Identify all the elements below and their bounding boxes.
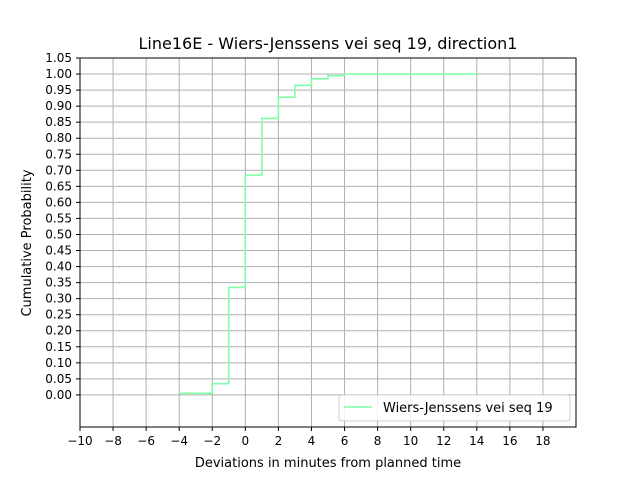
x-tick-label: 18	[535, 434, 550, 448]
chart-title: Line16E - Wiers-Jenssens vei seq 19, dir…	[139, 34, 518, 53]
y-tick-label: 0.90	[45, 99, 72, 113]
legend: Wiers-Jenssens vei seq 19	[338, 394, 571, 422]
y-tick-label: 0.65	[45, 179, 72, 193]
y-tick-label: 0.40	[45, 260, 72, 274]
y-tick-label: 0.95	[45, 83, 72, 97]
y-tick-label: 0.05	[45, 372, 72, 386]
legend-label: Wiers-Jenssens vei seq 19	[383, 401, 553, 416]
x-tick-label: −2	[203, 434, 221, 448]
y-tick-label: 1.05	[45, 51, 72, 65]
y-tick-label: 0.00	[45, 388, 72, 402]
y-tick-label: 0.55	[45, 211, 72, 225]
x-axis-label: Deviations in minutes from planned time	[195, 456, 461, 471]
y-tick-label: 0.30	[45, 292, 72, 306]
x-tick-label: 0	[242, 434, 250, 448]
y-tick-label: 0.20	[45, 324, 72, 338]
grid	[79, 57, 576, 427]
x-tick-label: 12	[436, 434, 451, 448]
y-tick-label: 0.15	[45, 340, 72, 354]
y-tick-label: 0.85	[45, 115, 72, 129]
y-axis: 0.00 0.05 0.10 0.15 0.20 0.25 0.30 0.35 0.40 0.45…	[45, 51, 80, 402]
y-tick-label: 0.45	[45, 244, 72, 258]
x-tick-label: 4	[308, 434, 316, 448]
series-layer	[179, 73, 477, 395]
y-tick-label: 0.75	[45, 147, 72, 161]
x-tick-label: −10	[67, 434, 92, 448]
plot-area-frame	[79, 57, 577, 428]
x-tick-label: 10	[403, 434, 418, 448]
x-tick-label: 16	[502, 434, 517, 448]
x-tick-label: 8	[374, 434, 382, 448]
y-tick-label: 0.10	[45, 356, 72, 370]
x-tick-label: −4	[170, 434, 188, 448]
y-tick-label: 0.60	[45, 195, 72, 209]
x-tick-label: −6	[137, 434, 155, 448]
x-tick-label: −8	[104, 434, 122, 448]
y-tick-label: 0.25	[45, 308, 72, 322]
legend-box	[338, 394, 571, 422]
x-tick-label: 6	[341, 434, 349, 448]
series-line	[179, 73, 477, 395]
x-tick-label: 2	[275, 434, 283, 448]
y-tick-label: 1.00	[45, 67, 72, 81]
y-tick-label: 0.50	[45, 227, 72, 241]
x-axis: −10 −8 −6 −4 −2 0 2 4 6 8 10 12 14 16 18	[67, 427, 551, 448]
y-tick-label: 0.35	[45, 276, 72, 290]
y-tick-label: 0.70	[45, 163, 72, 177]
y-tick-label: 0.80	[45, 131, 72, 145]
x-tick-label: 14	[469, 434, 484, 448]
y-axis-label: Cumulative Probability	[20, 169, 35, 316]
